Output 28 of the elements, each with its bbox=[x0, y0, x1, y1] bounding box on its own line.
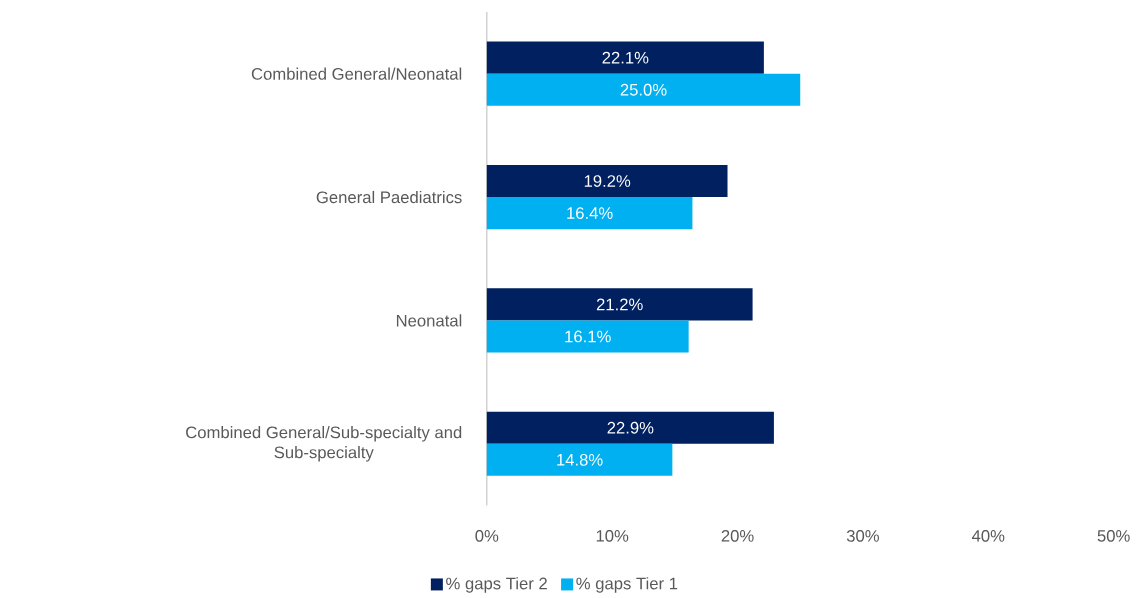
bar bbox=[486, 165, 728, 198]
y-tick-label: General Paediatrics bbox=[316, 191, 462, 204]
bar bbox=[486, 197, 693, 230]
y-tick-label: Combined General/Sub-specialty and Sub-specialty bbox=[186, 426, 462, 462]
x-tick-label: 50% bbox=[1097, 530, 1130, 543]
x-tick-label: 40% bbox=[971, 530, 1005, 543]
x-tick-label: 30% bbox=[846, 530, 879, 543]
data-label: 22.9% bbox=[607, 422, 654, 434]
bar bbox=[486, 288, 753, 321]
legend-label: % gaps Tier 1 bbox=[576, 577, 678, 593]
y-tick-label: Combined General/Neonatal bbox=[251, 67, 462, 81]
bar bbox=[486, 320, 689, 353]
data-label: 22.1% bbox=[602, 52, 649, 64]
bar bbox=[486, 444, 673, 477]
bar bbox=[486, 41, 764, 74]
data-label: 21.2% bbox=[596, 298, 643, 311]
data-label: 19.2% bbox=[584, 175, 631, 188]
bar bbox=[486, 73, 801, 107]
x-tick-label: 10% bbox=[596, 530, 629, 543]
bar bbox=[486, 411, 774, 445]
data-label: 16.1% bbox=[565, 330, 611, 343]
x-tick-label: 20% bbox=[721, 530, 754, 543]
data-label: 16.4% bbox=[567, 207, 613, 220]
y-tick-label: Neonatal bbox=[396, 314, 462, 327]
x-tick-label: 0% bbox=[475, 530, 499, 543]
data-label: 14.8% bbox=[557, 454, 603, 466]
data-label: 25.0% bbox=[620, 84, 667, 96]
legend-label: % gaps Tier 2 bbox=[446, 577, 547, 593]
